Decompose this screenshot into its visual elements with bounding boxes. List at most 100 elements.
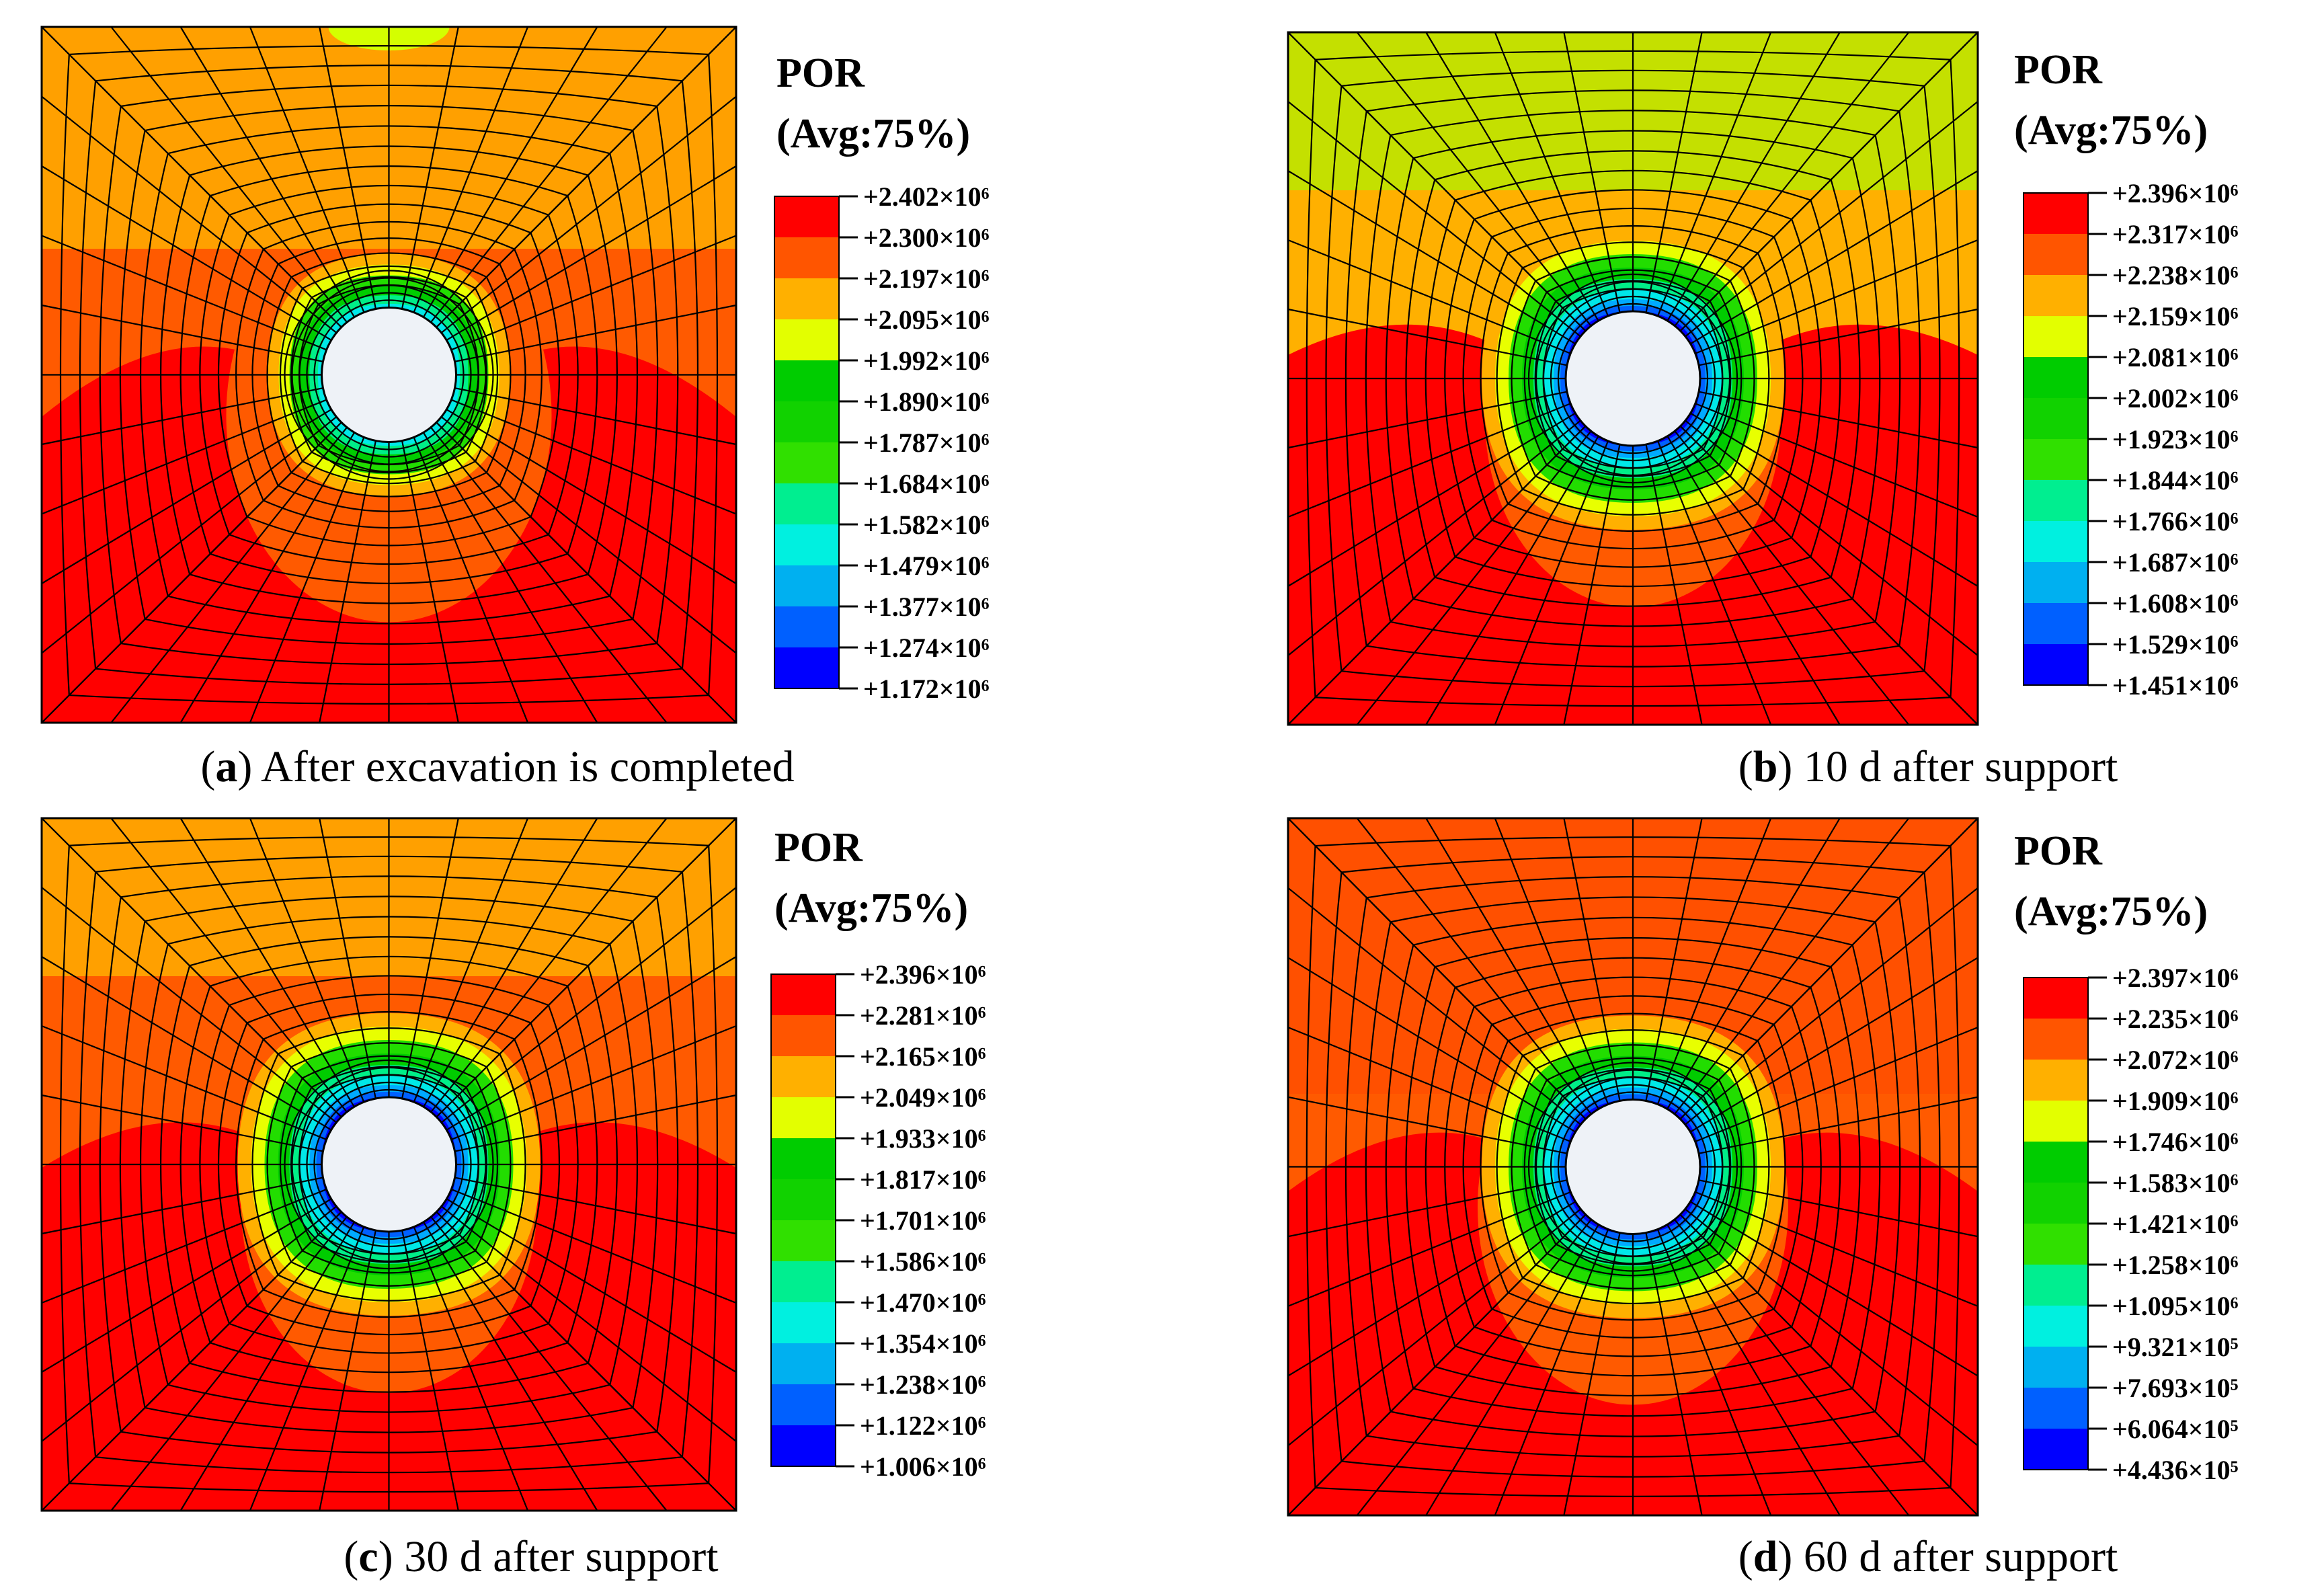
legend-swatch: [2024, 1224, 2088, 1265]
mesh-ring: [1462, 207, 1804, 550]
legend-swatch: [774, 442, 839, 483]
legend-swatch: [771, 1384, 836, 1425]
legend-swatch: [774, 565, 839, 606]
mesh-spoke: [450, 1025, 737, 1140]
legend-swatch: [771, 1097, 836, 1138]
mesh-ring: [1345, 876, 1921, 1458]
mesh-inner-ring: [306, 1081, 472, 1248]
mesh-ring: [1523, 269, 1742, 488]
legend-swatch: [771, 1015, 836, 1056]
legend-tick-label: +1.582×10⁶: [863, 510, 990, 540]
legend-swatch: [2024, 603, 2088, 644]
mesh-inner-ring: [298, 284, 479, 465]
legend-title-line1: POR: [2014, 828, 2102, 874]
mesh-inner-ring: [1550, 295, 1716, 462]
mesh-ring: [1496, 241, 1770, 516]
legend-tick-label: +2.159×10⁶: [2112, 301, 2239, 331]
mesh-spoke: [41, 399, 327, 515]
legend-tick-label: +2.396×10⁶: [860, 959, 986, 990]
legend-tick-label: +2.081×10⁶: [2112, 342, 2239, 372]
legend-tick-label: +2.281×10⁶: [860, 1000, 986, 1031]
mesh-ring: [160, 936, 618, 1393]
legend-title-line1: POR: [2014, 47, 2102, 93]
legend-c: +2.396×10⁶ +2.281×10⁶ +2.165×10⁶ +2.049×10⁶…: [770, 959, 986, 1482]
legend-tick-label: +1.274×10⁶: [863, 633, 990, 663]
panel-d: POR (Avg:75%) +2.397×10⁶ +2.235×10⁶ +2.072…: [1162, 795, 2323, 1589]
mesh-ring: [1365, 896, 1901, 1437]
mesh-ring: [119, 105, 659, 645]
mesh-ring: [1511, 256, 1755, 501]
mesh-inner-ring: [1550, 1084, 1716, 1250]
legend-tick-label: +2.402×10⁶: [863, 182, 990, 212]
legend-title-line1: POR: [774, 825, 863, 871]
legend-tick-label: +4.436×10⁵: [2112, 1455, 2239, 1485]
mesh-ring: [1534, 280, 1732, 477]
mesh-spoke: [446, 409, 737, 584]
legend-swatch: [774, 360, 839, 401]
mesh-spoke: [41, 956, 332, 1131]
legend-tick-label: +2.095×10⁶: [863, 305, 990, 335]
mesh-ring: [1365, 110, 1901, 647]
caption-letter: d: [1753, 1532, 1778, 1581]
legend-tick-label: +2.165×10⁶: [860, 1041, 986, 1072]
legend-tick-label: +1.479×10⁶: [863, 551, 990, 581]
legend-swatch: [771, 1302, 836, 1343]
mesh-spoke: [1695, 403, 1978, 518]
mesh-ring: [139, 125, 639, 625]
mesh-ring: [79, 855, 699, 1474]
legend-swatch: [771, 1179, 836, 1220]
mesh-ring: [1511, 1044, 1755, 1289]
mesh-inner-ring: [306, 292, 472, 458]
contour-plot-b: [1287, 31, 1979, 726]
tunnel-opening: [321, 307, 457, 443]
mesh-ring: [290, 1066, 488, 1263]
mesh-spoke: [413, 818, 529, 1103]
mesh-spoke: [422, 432, 598, 723]
mesh-ring: [1425, 957, 1841, 1377]
legend-swatch: [774, 196, 839, 237]
caption-text: After excavation is completed: [252, 742, 795, 791]
mesh-ring: [1306, 50, 1960, 707]
legend-swatch: [2024, 1142, 2088, 1183]
mesh-ring: [279, 265, 499, 485]
mesh-ring: [1405, 150, 1861, 607]
mesh-ring: [217, 993, 561, 1336]
contour-plot-a: [40, 26, 737, 724]
caption-a: (a) After excavation is completed: [200, 742, 795, 791]
mesh-ring: [1444, 189, 1822, 568]
mesh-spoke: [249, 1226, 365, 1511]
legend-title-a: POR (Avg:75%): [776, 44, 970, 165]
legend-swatch: [774, 401, 839, 442]
mesh-spoke: [179, 818, 355, 1107]
legend-swatch: [774, 319, 839, 360]
mesh-ring: [235, 221, 543, 529]
mesh-spoke: [179, 432, 356, 723]
mesh-spoke: [423, 1222, 598, 1511]
legend-swatch: [2024, 439, 2088, 480]
mesh-spoke: [1425, 1224, 1599, 1516]
mesh-ring: [1462, 995, 1804, 1339]
mesh-spoke: [413, 436, 529, 723]
mesh-ring: [199, 975, 579, 1354]
contour-plot-c: [40, 817, 737, 1512]
legend-tick-label: +1.529×10⁶: [2112, 629, 2239, 660]
legend-title-line2: (Avg:75%): [776, 110, 971, 157]
legend-swatch: [771, 1220, 836, 1261]
mesh-spoke: [1494, 440, 1609, 725]
mesh-ring: [119, 896, 659, 1433]
mesh-inner-ring: [1527, 1062, 1738, 1272]
mesh-ring: [251, 237, 526, 512]
mesh-spoke: [1695, 1191, 1978, 1307]
legend-tick-label: +1.377×10⁶: [863, 592, 990, 622]
legend-swatch: [774, 606, 839, 647]
mesh-spoke: [450, 1189, 737, 1304]
mesh-ring: [290, 276, 488, 474]
legend-tick-label: +1.172×10⁶: [863, 674, 990, 704]
legend-swatch: [771, 974, 836, 1015]
mesh-spoke: [446, 956, 737, 1131]
mesh-spoke: [41, 165, 332, 341]
mesh-ring: [1325, 69, 1941, 688]
mesh-spoke: [446, 1198, 737, 1373]
legend-swatch: [2024, 1388, 2088, 1429]
mesh-spoke: [41, 1025, 327, 1140]
